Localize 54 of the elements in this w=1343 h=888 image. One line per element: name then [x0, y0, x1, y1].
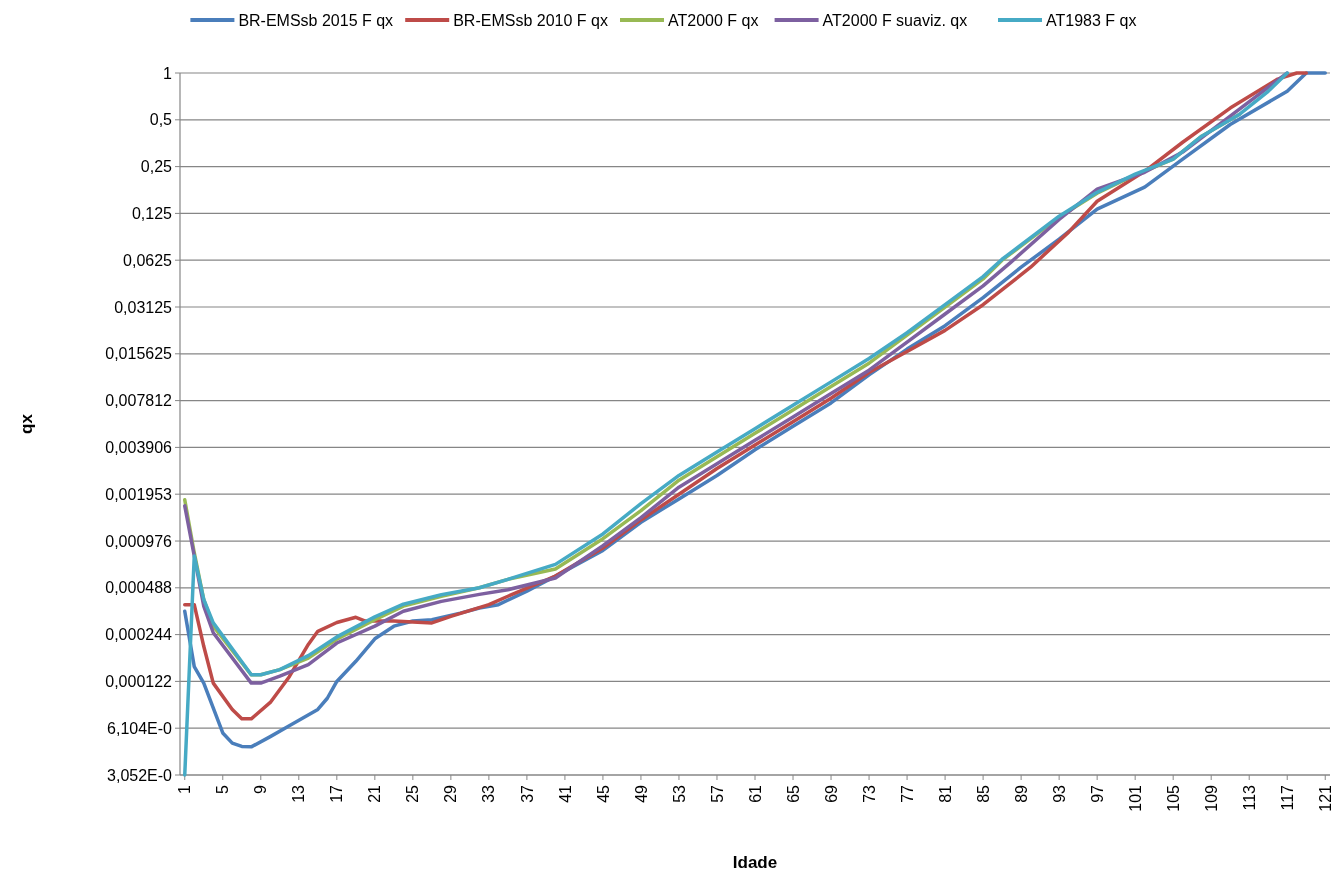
x-tick-label: 1 — [176, 784, 194, 794]
x-tick-label: 49 — [632, 784, 650, 803]
legend-label: AT2000 F suaviz. qx — [822, 11, 968, 29]
y-axis-title: qx — [16, 413, 36, 434]
y-tick-label: 0,03125 — [114, 298, 173, 316]
x-tick-label: 121 — [1316, 784, 1334, 812]
x-tick-label: 17 — [328, 784, 346, 803]
x-tick-label: 33 — [480, 784, 498, 803]
x-tick-label: 69 — [822, 784, 840, 803]
x-tick-label: 85 — [974, 784, 992, 803]
y-tick-label: 0,015625 — [105, 345, 173, 363]
y-tick-label: 0,000976 — [105, 532, 173, 550]
x-tick-label: 113 — [1240, 784, 1258, 811]
legend-label: BR-EMSsb 2015 F qx — [238, 11, 394, 29]
x-tick-label: 109 — [1202, 784, 1220, 812]
x-tick-label: 57 — [708, 784, 726, 803]
x-tick-label: 53 — [670, 784, 688, 803]
x-tick-label: 93 — [1050, 784, 1068, 803]
x-tick-label: 65 — [784, 784, 802, 803]
x-tick-label: 37 — [518, 784, 536, 803]
y-tick-label: 0,007812 — [105, 392, 173, 410]
x-tick-label: 97 — [1088, 784, 1106, 803]
x-tick-label: 61 — [746, 784, 764, 803]
x-tick-label: 5 — [214, 784, 232, 794]
x-tick-label: 81 — [936, 784, 954, 803]
y-tick-label: 0,5 — [149, 111, 173, 129]
x-tick-label: 77 — [898, 784, 916, 803]
x-tick-label: 13 — [290, 784, 308, 803]
y-tick-label: 0,003906 — [105, 439, 173, 456]
x-tick-label: 73 — [860, 784, 878, 803]
y-tick-label: 0,001953 — [105, 485, 173, 503]
legend-label: AT1983 F qx — [1046, 11, 1137, 29]
y-tick-label: 0,125 — [131, 205, 173, 222]
y-tick-label: 0,000488 — [105, 579, 173, 597]
legend-label: AT2000 F qx — [668, 11, 759, 29]
x-tick-label: 25 — [404, 784, 422, 803]
y-tick-label: 1 — [163, 64, 173, 82]
x-tick-label: 117 — [1278, 784, 1296, 811]
y-tick-label: 0,25 — [140, 158, 173, 176]
y-tick-label: 6,104E-0 — [107, 719, 173, 737]
x-tick-label: 89 — [1012, 784, 1030, 803]
y-tick-label: 3,052E-0 — [107, 766, 173, 784]
x-tick-label: 29 — [442, 784, 460, 803]
y-tick-label: 0,000122 — [105, 673, 173, 690]
legend-label: BR-EMSsb 2010 F qx — [453, 11, 608, 29]
x-tick-label: 9 — [252, 784, 270, 794]
x-axis-title: Idade — [732, 853, 778, 872]
x-tick-label: 45 — [594, 784, 612, 803]
x-tick-label: 105 — [1164, 784, 1182, 812]
x-tick-label: 41 — [556, 784, 574, 803]
y-tick-label: 0,000244 — [105, 626, 173, 644]
y-tick-label: 0,0625 — [123, 251, 173, 269]
x-tick-label: 101 — [1126, 784, 1144, 812]
x-tick-label: 21 — [366, 784, 384, 803]
